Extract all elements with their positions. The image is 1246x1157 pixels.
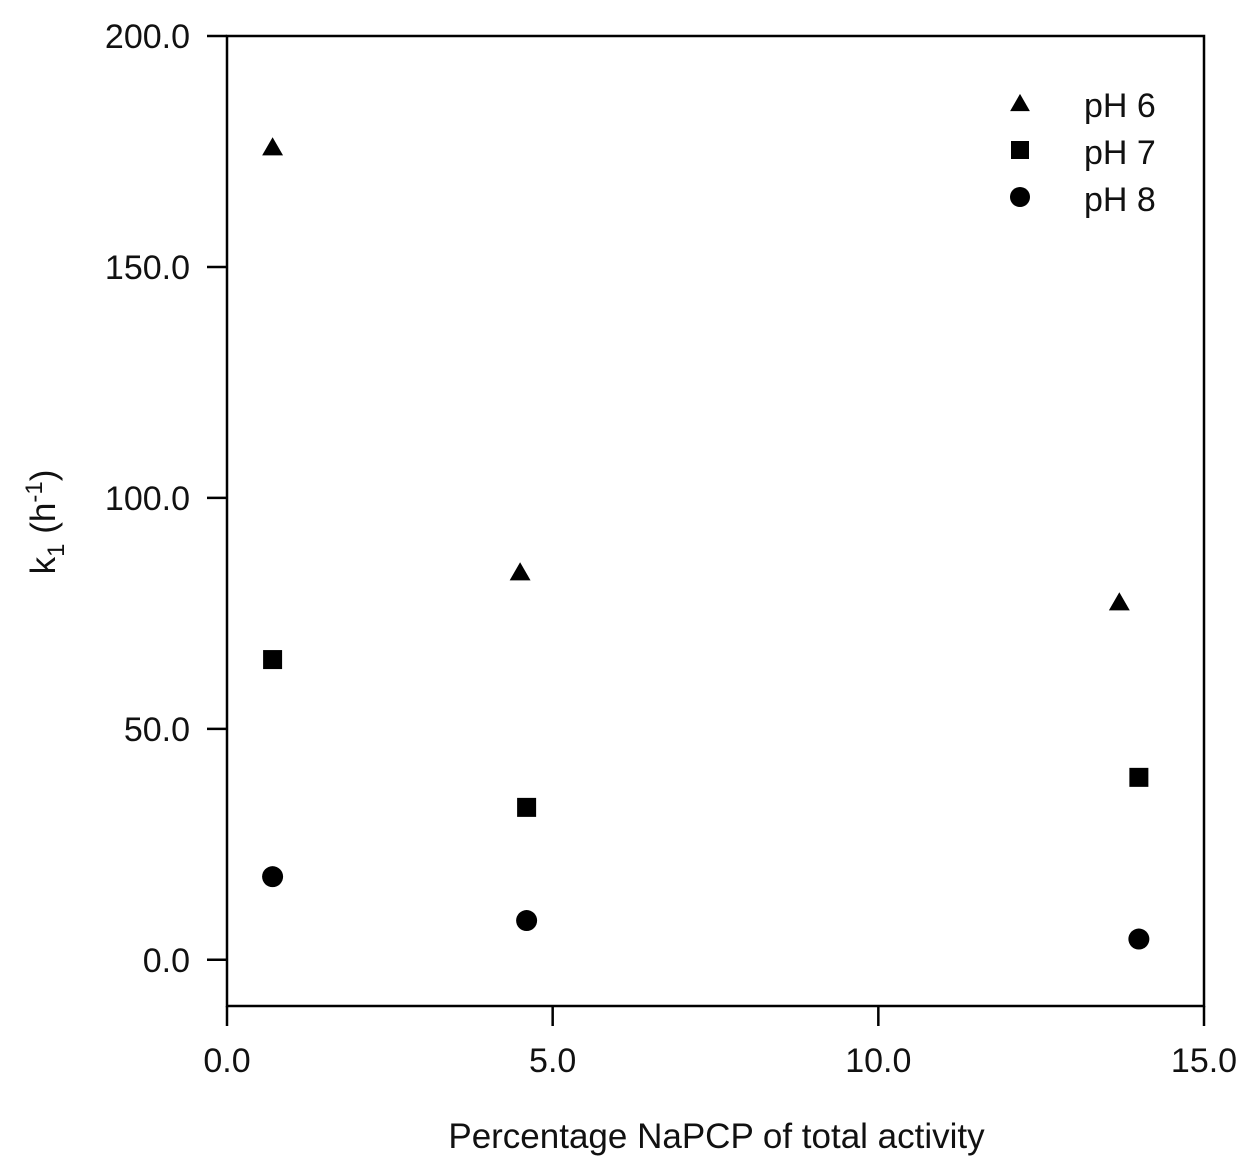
series-ph-7 xyxy=(263,650,1149,817)
x-tick-label: 5.0 xyxy=(529,1042,576,1080)
y-tick-label: 0.0 xyxy=(143,942,190,980)
data-point-triangle xyxy=(509,562,531,581)
series-ph-8 xyxy=(262,866,1150,950)
data-point-triangle xyxy=(262,137,284,156)
legend-marker-square xyxy=(1011,141,1029,159)
x-axis-ticks: 0.0 5.0 10.0 15.0 xyxy=(203,1006,1237,1080)
y-tick-label: 200.0 xyxy=(105,18,190,56)
svg-text:k1 (h-1): k1 (h-1) xyxy=(21,470,70,575)
legend-marker-triangle xyxy=(1010,93,1030,112)
legend-label: pH 6 xyxy=(1084,87,1156,125)
y-axis-title-subscript: 1 xyxy=(43,544,70,557)
data-point-circle xyxy=(516,910,538,932)
x-tick-label: 0.0 xyxy=(203,1042,250,1080)
legend-marker-circle xyxy=(1010,187,1030,207)
data-point-square xyxy=(517,797,537,817)
y-tick-label: 150.0 xyxy=(105,249,190,287)
y-tick-label: 100.0 xyxy=(105,480,190,518)
y-axis-title-superscript: -1 xyxy=(21,481,48,502)
data-point-square xyxy=(263,650,283,670)
legend-label: pH 7 xyxy=(1084,134,1156,172)
legend: pH 6 pH 7 pH 8 xyxy=(1010,87,1156,219)
series-ph-6 xyxy=(262,137,1130,611)
y-tick-label: 50.0 xyxy=(124,711,190,749)
y-axis-title-close: ) xyxy=(24,470,63,482)
legend-item: pH 8 xyxy=(1010,181,1156,219)
data-marks xyxy=(262,137,1150,950)
plot-area-frame xyxy=(225,34,1206,1008)
y-axis-title: k1 (h-1) xyxy=(21,470,70,575)
legend-label: pH 8 xyxy=(1084,181,1156,219)
data-point-circle xyxy=(262,866,284,888)
y-axis-title-main: k xyxy=(24,556,63,574)
x-tick-label: 15.0 xyxy=(1171,1042,1237,1080)
y-axis-ticks: 0.0 50.0 100.0 150.0 200.0 xyxy=(105,18,227,980)
data-point-square xyxy=(1129,767,1149,787)
data-point-triangle xyxy=(1108,592,1130,611)
legend-item: pH 7 xyxy=(1011,134,1156,172)
x-axis-title: Percentage NaPCP of total activity xyxy=(448,1117,985,1156)
legend-item: pH 6 xyxy=(1010,87,1156,125)
data-point-circle xyxy=(1128,928,1150,950)
y-axis-title-unit: (h xyxy=(24,503,63,544)
x-tick-label: 10.0 xyxy=(845,1042,911,1080)
